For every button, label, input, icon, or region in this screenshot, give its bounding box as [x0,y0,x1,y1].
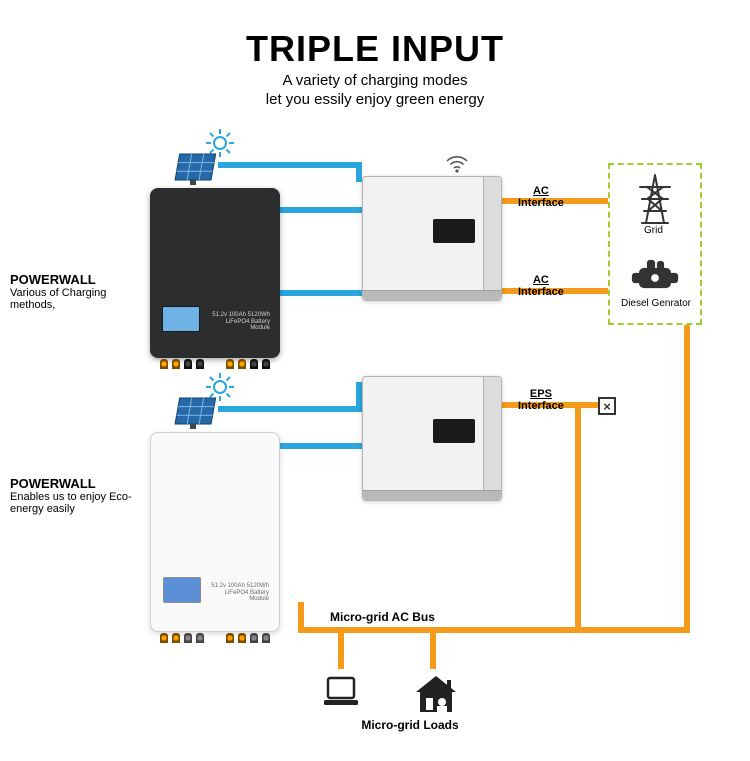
eps-interface-label: EPSInterface [518,389,564,412]
powerwall-1-sub: Various of Charging methods, [10,287,145,311]
eps-line-v [575,402,581,630]
powerwall-2-label: POWERWALL Enables us to enjoy Eco-energy… [10,476,145,515]
powerwall-white-unit: 51.2v 100Ah 5120WhLiFePO4 Battery Module [150,432,280,632]
bottom-bus-h [298,627,690,633]
solar-line-2a [218,406,362,412]
grid-icon [634,173,676,230]
microgrid-bus-label: Micro-grid AC Bus [330,610,435,624]
microgrid-loads-label: Micro-grid Loads [350,718,470,732]
page-subtitle: A variety of charging modes let you essi… [266,72,484,110]
ac-interface-2-label: ACInterface [518,275,564,298]
inverter-unit-2 [362,376,502,501]
solar-panel-icon-1 [172,152,218,191]
inverter-unit-1 [362,176,502,301]
powerwall-dark-terminals [160,356,274,366]
laptop-load-icon [320,674,362,717]
pw1-inv1-line-top [280,207,362,213]
powerwall-2-sub: Enables us to enjoy Eco-energy easily [10,491,145,515]
grid-label: Grid [644,225,663,236]
powerwall-1-label: POWERWALL Various of Charging methods, [10,272,145,311]
pw2-bus-v [298,602,304,633]
diesel-generator-label: Diesel Genrator [616,298,696,309]
subtitle-line-2: let you essily enjoy green energy [266,91,484,108]
wifi-icon [445,152,469,179]
solar-panel-icon-2 [172,396,218,435]
powerwall-dark-unit: 51.2v 100Ah 5120WhLiFePO4 Battery Module [150,188,280,358]
house-load-icon [412,674,460,721]
pw1-inv1-line-bot [280,290,362,296]
solar-line-1a [218,162,362,168]
eps-disconnect-icon: × [598,397,616,415]
right-bus-v [684,288,690,630]
load2-v [430,627,436,669]
pw2-inv2-line [280,443,362,449]
ac-interface-1-label: ACInterface [518,186,564,209]
powerwall-white-terminals [160,630,274,640]
load1-v [338,627,344,669]
subtitle-line-1: A variety of charging modes [282,72,467,89]
powerwall-2-title: POWERWALL [10,476,145,491]
powerwall-1-title: POWERWALL [10,272,145,287]
diesel-generator-icon [630,259,680,302]
page-title: TRIPLE INPUT [246,28,504,70]
